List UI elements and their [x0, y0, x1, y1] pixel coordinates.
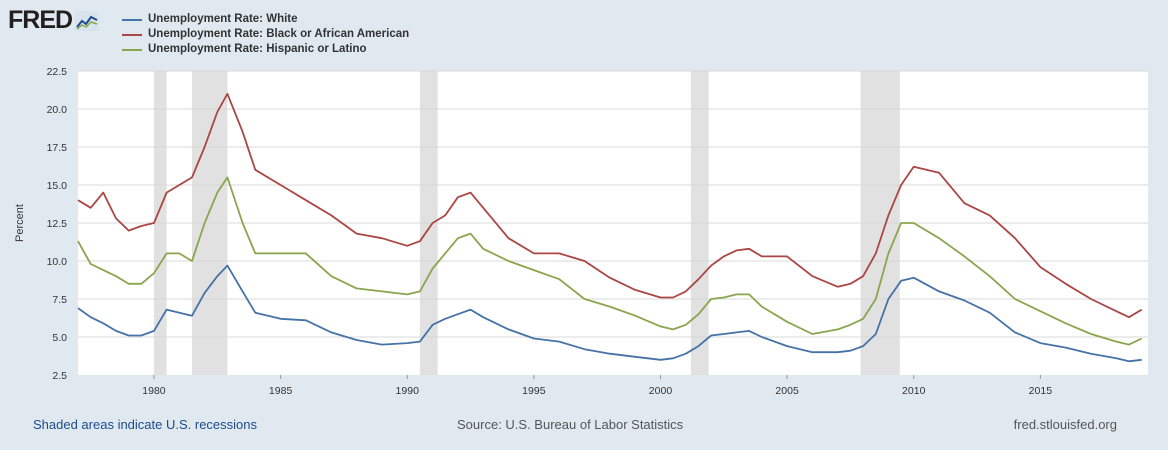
- legend-swatch-hispanic: [122, 48, 142, 51]
- y-tick-label: 7.5: [52, 294, 67, 306]
- fred-chart-icon: [75, 10, 100, 31]
- chart-svg: 2.5 5.0 7.5 10.0 12.5 15.0 17.5 20.0 22.5 1980 19…: [14, 66, 1148, 397]
- x-tick-label: 2010: [902, 385, 926, 397]
- y-tick-label: 20.0: [47, 104, 68, 116]
- x-tick-label: 2000: [649, 385, 673, 397]
- site-url[interactable]: fred.stlouisfed.org: [1013, 417, 1117, 432]
- x-tick-label: 1995: [522, 385, 546, 397]
- y-tick-label: 17.5: [47, 142, 68, 154]
- legend-swatch-white: [122, 18, 142, 21]
- legend-swatch-black: [122, 33, 142, 36]
- y-tick-label: 2.5: [52, 370, 67, 382]
- y-tick-label: 12.5: [47, 218, 68, 230]
- fred-logo[interactable]: FRED: [8, 6, 100, 34]
- legend-item-white[interactable]: Unemployment Rate: White: [122, 13, 409, 26]
- legend-item-black[interactable]: Unemployment Rate: Black or African Amer…: [122, 28, 409, 41]
- y-tick-label: 22.5: [47, 66, 68, 78]
- legend-label-black: Unemployment Rate: Black or African Amer…: [148, 28, 410, 40]
- fred-logo-text: FRED: [8, 6, 73, 34]
- x-tick-label: 2005: [775, 385, 799, 397]
- source-text: Source: U.S. Bureau of Labor Statistics: [457, 417, 684, 432]
- x-tick-label: 2015: [1029, 385, 1053, 397]
- legend-label-hispanic: Unemployment Rate: Hispanic or Latino: [148, 43, 367, 55]
- legend-item-hispanic[interactable]: Unemployment Rate: Hispanic or Latino: [122, 43, 409, 56]
- legend-label-white: Unemployment Rate: White: [148, 13, 298, 25]
- y-axis-title: Percent: [14, 204, 26, 242]
- x-tick-label: 1990: [396, 385, 420, 397]
- y-tick-label: 10.0: [47, 256, 68, 268]
- y-tick-label: 15.0: [47, 180, 68, 192]
- recessions-note-link[interactable]: Shaded areas indicate U.S. recessions: [33, 417, 258, 432]
- y-tick-label: 5.0: [52, 332, 67, 344]
- x-tick-label: 1985: [269, 385, 293, 397]
- series-line-white[interactable]: [77, 264, 1142, 363]
- x-tick-label: 1980: [142, 385, 166, 397]
- chart-legend: Unemployment Rate: White Unemployment Ra…: [122, 13, 409, 58]
- series-line-black[interactable]: [77, 92, 1143, 319]
- series-line-hispanic[interactable]: [77, 176, 1143, 346]
